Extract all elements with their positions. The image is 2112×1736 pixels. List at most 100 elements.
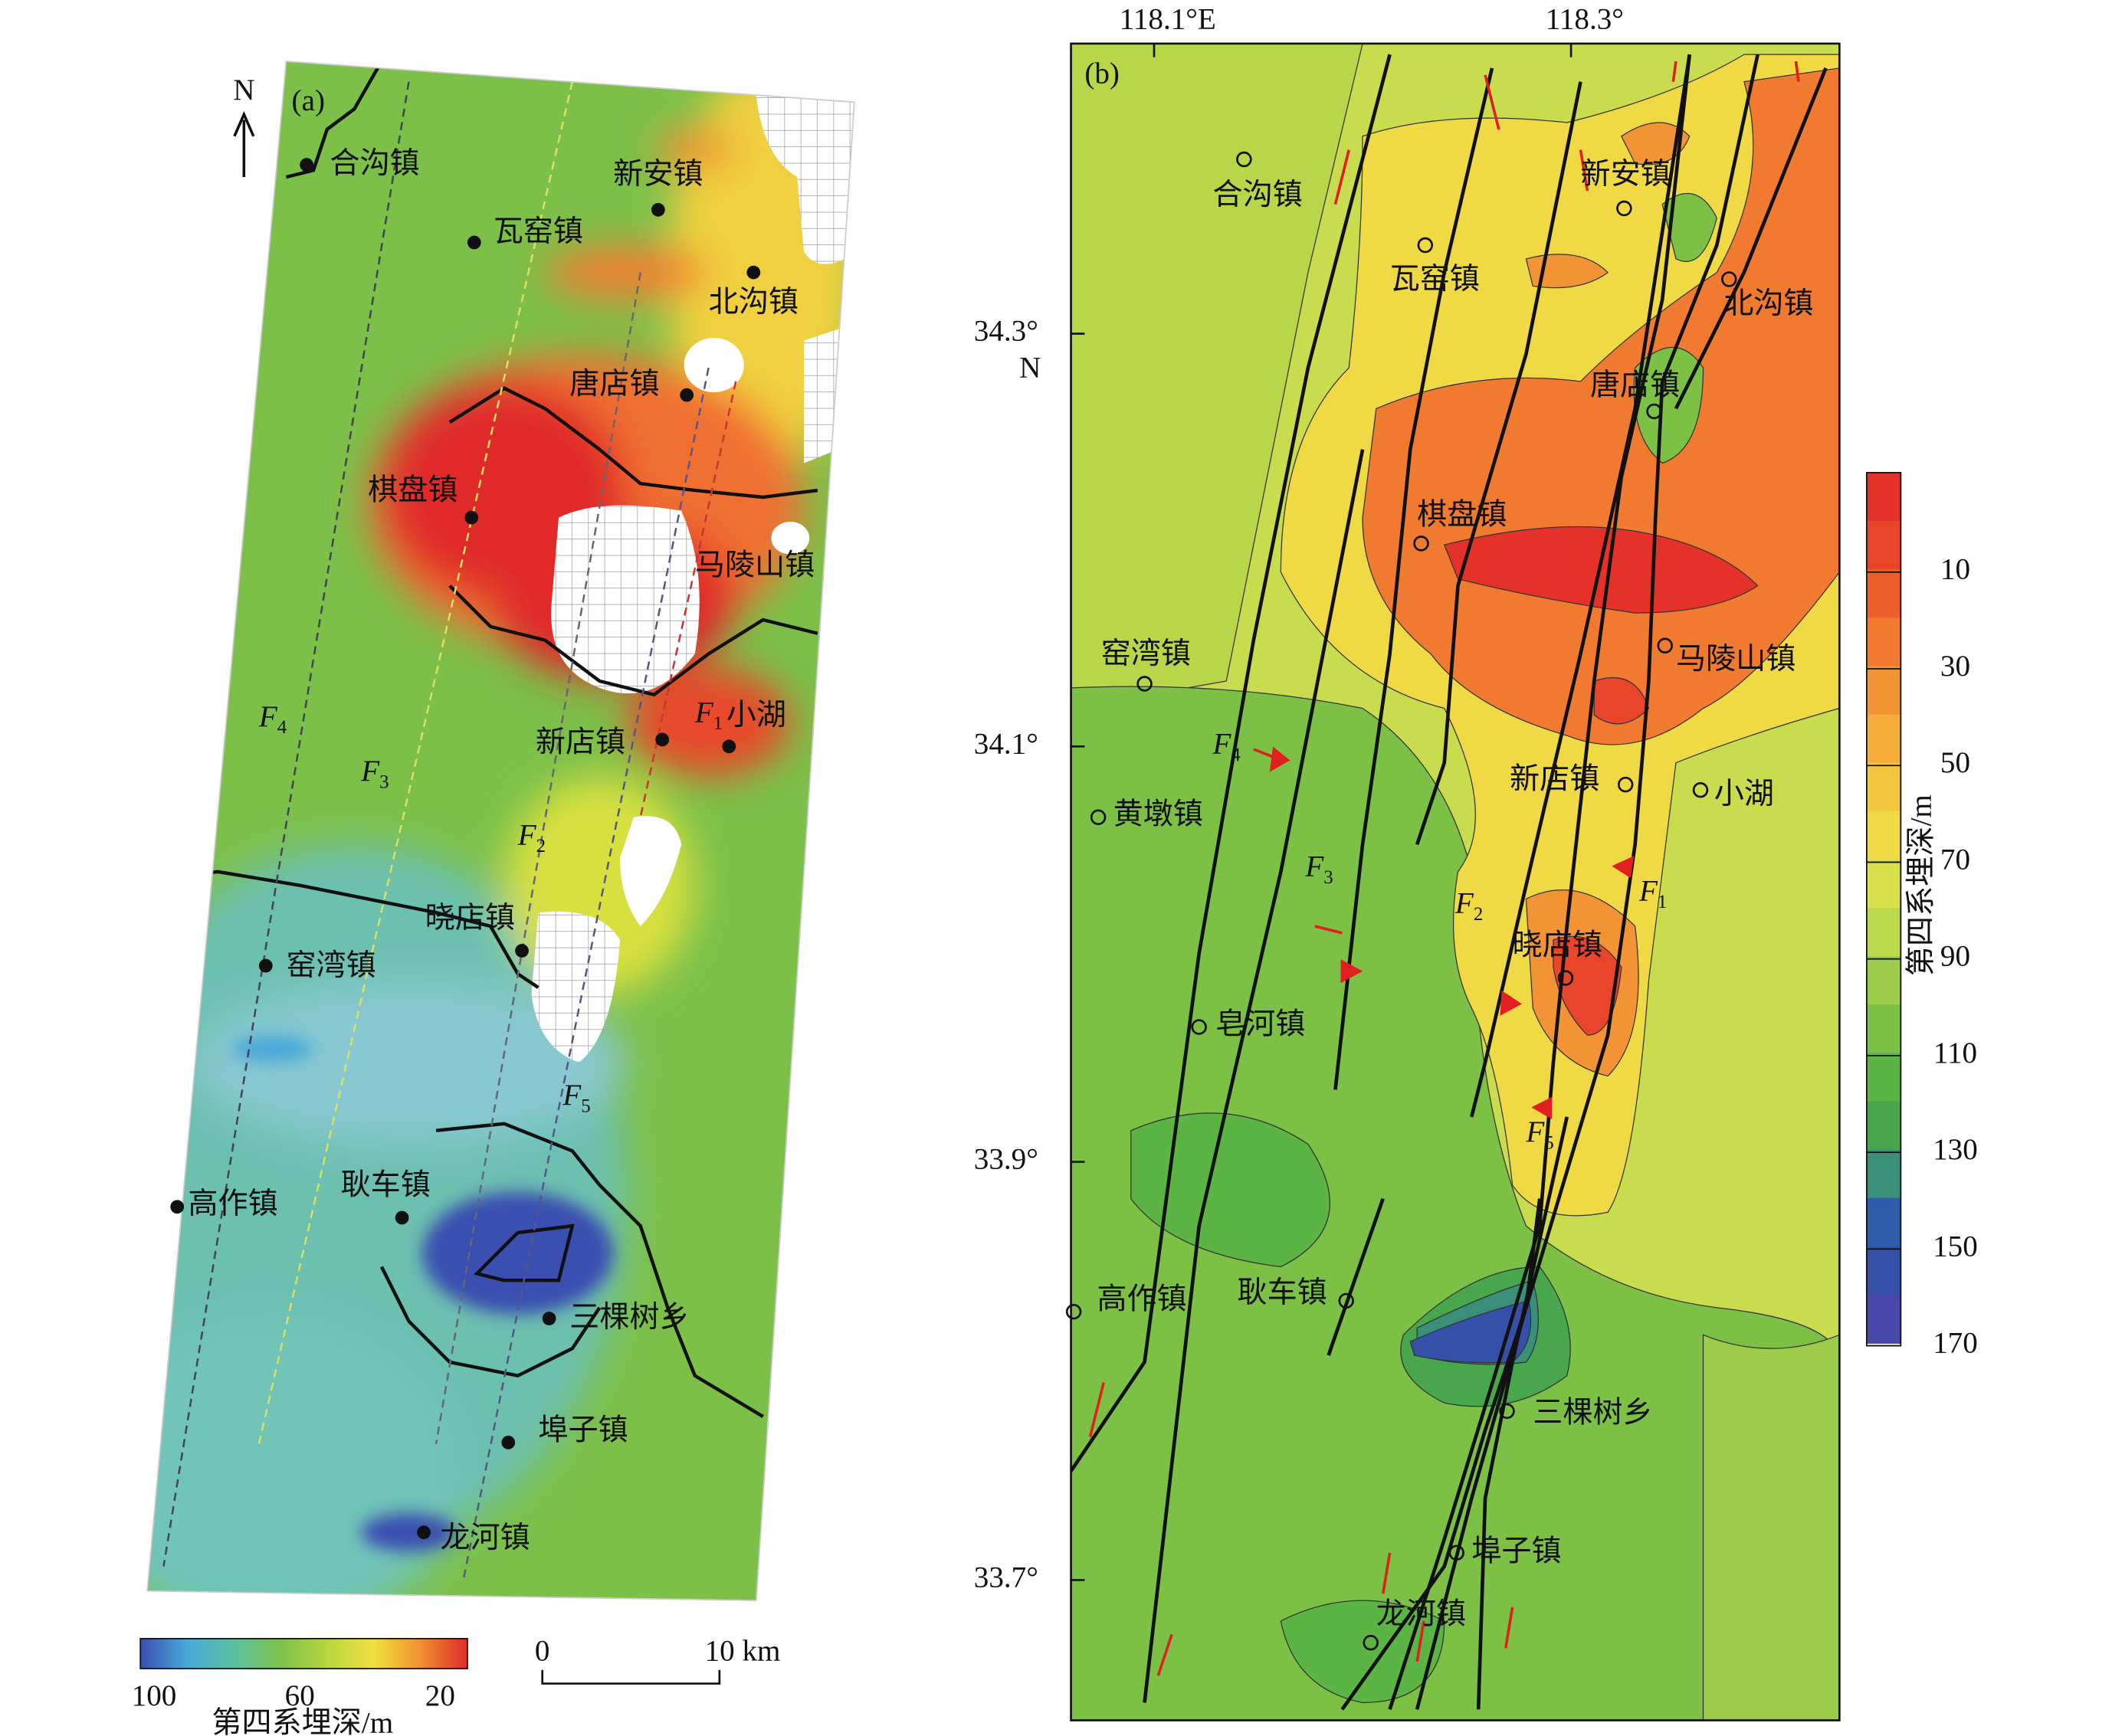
y-axis-label: 34.1°: [974, 727, 1038, 760]
town-label: 新安镇: [613, 158, 703, 191]
town-marker: [170, 1200, 185, 1214]
town-marker: [1617, 776, 1634, 793]
colorbar-band: [1866, 1246, 1901, 1295]
town-marker: [464, 510, 479, 525]
fault-label: F4: [258, 700, 287, 738]
town-marker: [1338, 1292, 1354, 1309]
town-label: 新安镇: [1581, 158, 1671, 191]
y-axis-unit: N: [1019, 352, 1041, 385]
fault-subscript: 1: [713, 713, 723, 734]
fault-label: F1: [694, 696, 723, 733]
town-marker: [1499, 1403, 1515, 1420]
annotations: 合沟镇 新安镇瓦窑镇北沟镇唐店镇棋盘镇马陵山镇新店镇小湖晓店镇窑湾镇高作镇耿车镇三…: [132, 2, 1978, 1736]
map-b: [1071, 43, 1840, 1721]
fault-label: F3: [1304, 850, 1333, 887]
town-marker: [258, 958, 273, 973]
town-label: 晓店镇: [425, 902, 515, 935]
town-label: 三棵树乡: [569, 1301, 689, 1334]
colorbar-band: [1866, 908, 1901, 958]
town-marker: [722, 739, 736, 754]
fault-letter: F: [258, 700, 278, 733]
fault-subscript: 3: [379, 771, 389, 792]
town-label: 棋盘镇: [1417, 499, 1507, 532]
town-marker: [1363, 1634, 1379, 1651]
fault-letter: F: [360, 755, 380, 788]
town-label: 埠子镇: [538, 1413, 628, 1446]
town-marker: [1616, 200, 1632, 217]
fault-label: F5: [562, 1079, 590, 1116]
town-label: 棋盘镇: [368, 474, 457, 507]
fault-subscript: 5: [581, 1096, 590, 1116]
town-label: 马陵山镇: [1676, 643, 1796, 676]
fault-letter: F: [1454, 886, 1474, 919]
town-marker: [395, 1210, 409, 1225]
town-marker: [515, 944, 529, 958]
town-label: 小湖: [1714, 778, 1774, 811]
fault-letter: F: [562, 1079, 582, 1112]
town-label: 瓦窑镇: [494, 215, 583, 248]
fault-subscript: 1: [1658, 892, 1667, 912]
town-marker: [680, 388, 694, 402]
fault-label: F1: [1638, 874, 1667, 912]
town-marker: [467, 235, 481, 250]
map-a: [147, 61, 854, 1601]
colorbar-tick-label: 10: [1940, 553, 1970, 586]
fault-letter: F: [1525, 1115, 1545, 1148]
town-marker: [746, 265, 761, 280]
colorbar-band: [1866, 569, 1901, 619]
town-label: 耿车镇: [341, 1168, 431, 1201]
town-label: 高作镇: [1097, 1283, 1186, 1316]
town-marker: [1557, 970, 1574, 986]
scale-label: 10 km: [705, 1634, 781, 1667]
fault-letter: F: [1638, 874, 1658, 907]
fault-subscript: 4: [1231, 744, 1241, 765]
colorbar-band: [1866, 617, 1901, 667]
colorbar-band: [1866, 1004, 1901, 1054]
colorbar-tick-label: 170: [1933, 1327, 1978, 1360]
colorbar-tick-label: 30: [1940, 650, 1970, 683]
scale-label: 0: [535, 1634, 550, 1667]
town-marker: [1721, 271, 1737, 287]
town-label: 三棵树乡: [1533, 1396, 1652, 1429]
colorbar-tick-label: 60: [285, 1679, 315, 1712]
colorbar-band: [1866, 714, 1901, 764]
town-marker: [1657, 637, 1673, 653]
fault-subscript: 5: [1544, 1132, 1553, 1153]
town-label: 唐店镇: [569, 368, 659, 401]
panel-label: (b): [1084, 57, 1120, 90]
fault-letter: F: [1212, 727, 1231, 760]
colorbar-tick-label: 90: [1940, 940, 1970, 973]
x-axis-label: 118.3°: [1546, 2, 1624, 35]
town-marker: [1090, 809, 1107, 825]
fault-label: F5: [1525, 1115, 1553, 1153]
fault-label: F3: [360, 755, 389, 792]
town-marker: [1448, 1544, 1464, 1561]
town-marker: [542, 1312, 556, 1325]
colorbar-band: [1866, 1101, 1901, 1151]
fault-letter: F: [694, 696, 714, 729]
town-label: 唐店镇: [1590, 369, 1680, 402]
town-label: 皂河镇: [1215, 1008, 1305, 1041]
fault-letter: F: [1304, 850, 1324, 883]
colorbar-band: [1866, 472, 1901, 522]
colorbar-band: [1866, 811, 1901, 860]
x-axis-label: 118.1°E: [1120, 2, 1216, 35]
town-label: 合沟镇: [1212, 179, 1302, 211]
colorbar-band: [1866, 521, 1901, 571]
fault-subscript: 4: [277, 717, 287, 738]
fault-label: F2: [1454, 886, 1483, 924]
fault-subscript: 2: [536, 836, 546, 857]
north-arrow: [233, 110, 255, 178]
town-marker: [501, 1435, 516, 1449]
town-label: 耿车镇: [1237, 1276, 1327, 1309]
colorbar-title: 第四系埋深/m: [1905, 794, 1938, 976]
colorbar-tick-label: 70: [1940, 843, 1970, 876]
fault-letter: F: [517, 818, 537, 851]
fault-label: F2: [517, 818, 546, 856]
y-axis-label: 34.3°: [974, 315, 1038, 348]
colorbar-tick-label: 20: [425, 1679, 455, 1712]
town-marker: [1191, 1019, 1207, 1035]
fault-label: F4: [1212, 727, 1241, 765]
town-marker: [655, 732, 670, 747]
